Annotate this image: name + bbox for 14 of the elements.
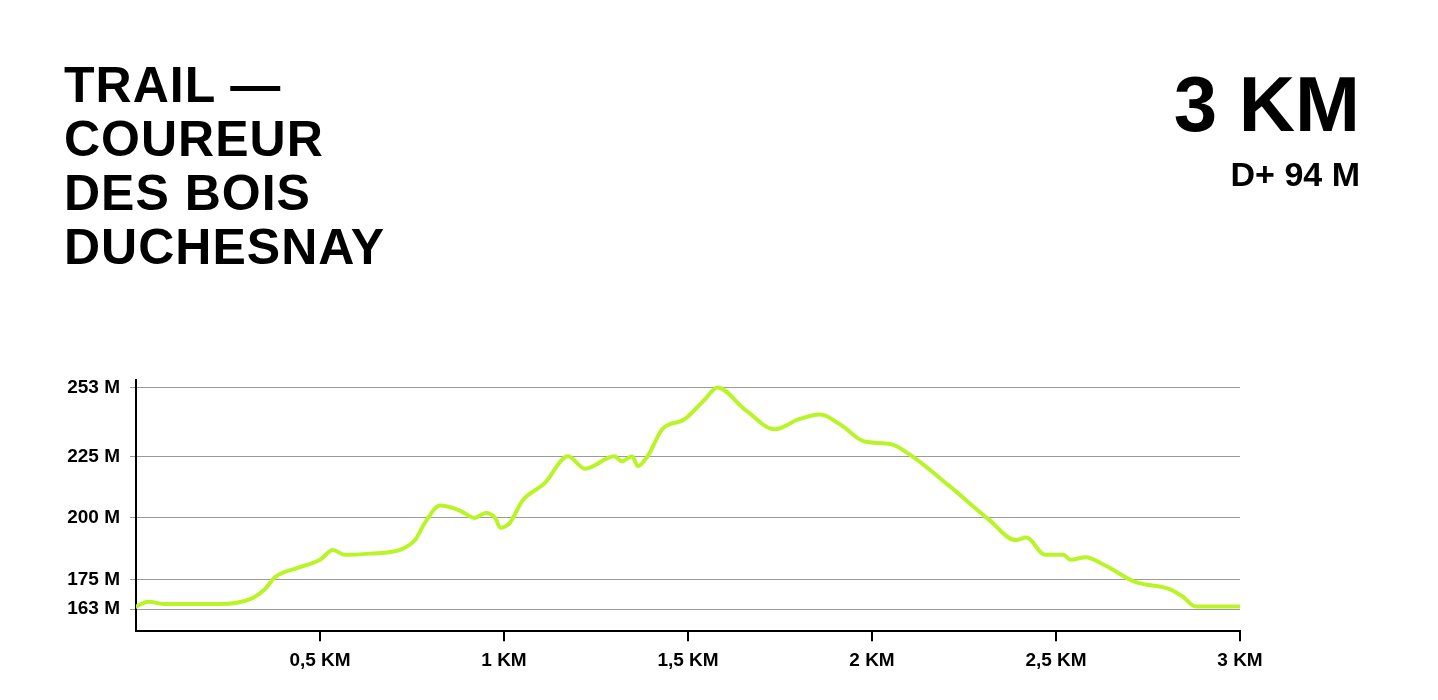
- y-tick-label: 200 M: [67, 506, 120, 528]
- y-tick-label: 225 M: [67, 444, 120, 466]
- y-tick-label: 163 M: [67, 597, 120, 619]
- text: 3 KM: [1173, 60, 1360, 148]
- chart-title: TRAIL — COUREUR DES BOIS DUCHESNAY: [64, 57, 386, 275]
- x-tick-label: 3 KM: [1217, 648, 1263, 670]
- y-tick-label: 175 M: [67, 567, 120, 589]
- x-tick-label: 2 KM: [849, 648, 895, 670]
- x-tick-label: 2,5 KM: [1025, 648, 1087, 670]
- text: D+ 94 M: [1229, 154, 1360, 194]
- x-tick-label: 1 KM: [481, 648, 527, 670]
- x-tick-label: 0,5 KM: [289, 648, 351, 670]
- x-tick-label: 1,5 KM: [657, 648, 719, 670]
- y-tick-label: 253 M: [67, 375, 120, 397]
